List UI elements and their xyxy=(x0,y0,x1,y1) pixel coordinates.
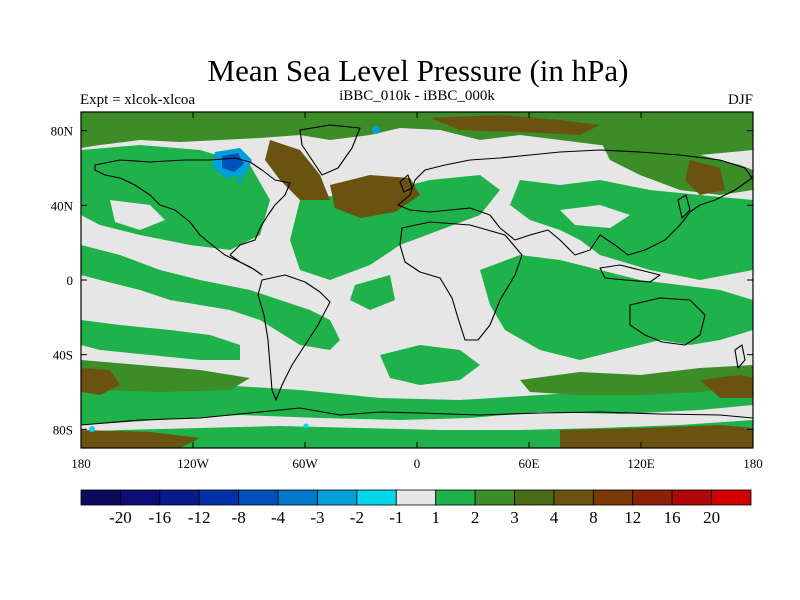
colorbar-swatch xyxy=(474,489,515,506)
colorbar-label: -8 xyxy=(232,508,246,527)
colorbar-swatch xyxy=(80,489,121,506)
lat-tick-label: 40N xyxy=(51,198,74,213)
colorbar-swatch xyxy=(553,489,594,506)
negative-anomaly-spots xyxy=(89,126,380,432)
colorbar-label: -16 xyxy=(148,508,171,527)
colorbar-swatch xyxy=(435,489,476,506)
difference-label: iBBC_010k - iBBC_000k xyxy=(339,88,495,104)
map-axes: 180 120W 60W 0 60E 120E 180 80N 40N 0 40S 80S xyxy=(51,112,763,471)
lat-tick-label: 80S xyxy=(53,422,73,437)
colorbar-swatch xyxy=(159,489,200,506)
coast-new-zealand xyxy=(734,344,746,369)
lat-tick-label: 0 xyxy=(67,273,74,288)
lat-tick-label: 40S xyxy=(53,348,73,363)
coast-greenland xyxy=(299,124,361,176)
coast-australia xyxy=(629,297,706,346)
colorbar-swatch xyxy=(120,489,161,506)
colorbar-swatch xyxy=(317,489,358,506)
coast-africa xyxy=(399,221,523,341)
colorbar: -20 -16 -12 -8 -4 -3 -2 -1 1 2 3 4 8 12 16 20 xyxy=(80,489,752,527)
colorbar-label: 16 xyxy=(664,508,681,527)
lon-tick-label: 120E xyxy=(627,456,655,471)
colorbar-label: 8 xyxy=(589,508,598,527)
colorbar-label: 4 xyxy=(550,508,559,527)
class-2-regions xyxy=(81,113,753,448)
class-4-regions xyxy=(81,115,753,448)
lon-tick-label: 60E xyxy=(519,456,540,471)
colorbar-label: 1 xyxy=(431,508,440,527)
coast-indonesia xyxy=(599,264,661,283)
colorbar-swatch xyxy=(238,489,279,506)
colorbar-swatch xyxy=(711,489,752,506)
colorbar-label: 2 xyxy=(471,508,480,527)
colorbar-label: 3 xyxy=(510,508,519,527)
colorbar-label: -4 xyxy=(271,508,286,527)
colorbar-label: 12 xyxy=(624,508,641,527)
lon-tick-label: 180 xyxy=(743,456,763,471)
map-plot-area xyxy=(81,112,753,448)
class-3-regions xyxy=(81,112,753,395)
coast-antarctica xyxy=(81,407,753,426)
colorbar-swatch xyxy=(592,489,634,506)
coast-japan xyxy=(677,194,691,219)
lon-tick-label: 60W xyxy=(292,456,318,471)
colorbar-swatch xyxy=(277,489,318,506)
lon-tick-label: 0 xyxy=(414,456,421,471)
colorbar-label: -12 xyxy=(188,508,211,527)
coast-north-america xyxy=(94,157,291,276)
lon-tick-label: 180 xyxy=(71,456,91,471)
lon-tick-label: 120W xyxy=(177,456,210,471)
colorbar-label: -1 xyxy=(389,508,403,527)
coastlines xyxy=(81,124,753,426)
colorbar-swatch xyxy=(632,489,673,506)
colorbar-swatch xyxy=(356,489,397,506)
colorbar-swatch xyxy=(514,489,555,506)
colorbar-swatch xyxy=(671,489,712,506)
colorbar-label: -2 xyxy=(350,508,364,527)
coast-eurasia xyxy=(397,149,753,256)
class-1-regions xyxy=(81,200,753,432)
colorbar-swatch xyxy=(198,489,240,506)
colorbar-swatch xyxy=(395,489,437,506)
coast-uk xyxy=(399,174,413,193)
colorbar-label: 20 xyxy=(703,508,720,527)
map-title: Mean Sea Level Pressure (in hPa) xyxy=(207,53,629,88)
colorbar-label: -20 xyxy=(109,508,132,527)
experiment-label: Expt = xlcok-xlcoa xyxy=(80,92,196,108)
coast-south-america xyxy=(257,274,331,401)
lat-tick-label: 80N xyxy=(51,124,74,139)
season-label: DJF xyxy=(727,92,753,108)
colorbar-label: -3 xyxy=(310,508,324,527)
